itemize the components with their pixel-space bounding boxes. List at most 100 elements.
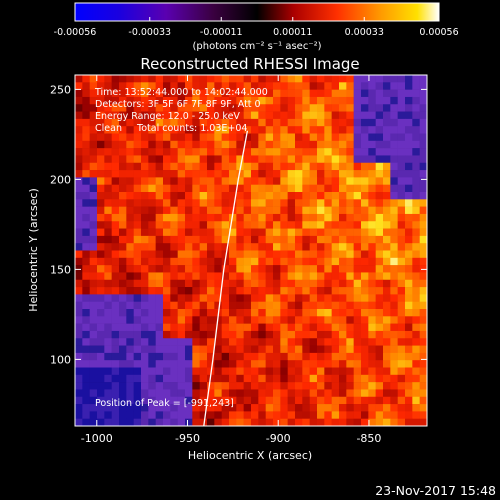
heatmap-cell <box>331 411 340 419</box>
heatmap-cell <box>390 316 398 324</box>
heatmap-cell <box>309 213 318 222</box>
heatmap-cell <box>119 221 127 229</box>
heatmap-cell <box>383 404 391 412</box>
heatmap-cell <box>258 206 266 215</box>
heatmap-cell <box>141 235 149 244</box>
heatmap-cell <box>75 228 83 237</box>
heatmap-cell <box>368 404 376 412</box>
heatmap-cell <box>89 96 98 105</box>
heatmap-cell <box>265 272 274 281</box>
heatmap-cell <box>82 199 90 207</box>
heatmap-cell <box>339 199 347 207</box>
heatmap-cell <box>199 301 208 310</box>
heatmap-cell <box>119 338 127 346</box>
heatmap-cell <box>221 338 230 346</box>
heatmap-cell <box>243 294 252 302</box>
heatmap-cell <box>309 316 318 324</box>
heatmap-cell <box>170 250 178 259</box>
heatmap-cell <box>324 367 332 376</box>
heatmap-cell <box>243 360 252 368</box>
heatmap-cell <box>185 265 193 273</box>
heatmap-cell <box>353 360 362 368</box>
heatmap-cell <box>104 279 112 288</box>
heatmap-cell <box>383 352 391 361</box>
heatmap-cell <box>229 309 237 317</box>
heatmap-cell <box>361 404 369 412</box>
heatmap-cell <box>302 309 310 317</box>
heatmap-cell <box>104 111 112 120</box>
heatmap-cell <box>199 418 208 427</box>
heatmap-cell <box>177 206 186 215</box>
heatmap-cell <box>375 309 384 317</box>
heatmap-cell <box>119 316 127 324</box>
heatmap-cell <box>287 199 296 207</box>
heatmap-cell <box>265 323 274 332</box>
heatmap-cell <box>126 352 134 361</box>
heatmap-cell <box>265 338 274 346</box>
heatmap-cell <box>236 140 244 149</box>
heatmap-cell <box>309 243 318 251</box>
heatmap-cell <box>192 367 200 376</box>
heatmap-cell <box>295 192 303 200</box>
heatmap-cell <box>111 104 120 112</box>
x-tick-label: -1000 <box>81 432 113 445</box>
heatmap-cell <box>287 360 296 368</box>
heatmap-cell <box>207 396 215 405</box>
heatmap-cell <box>302 177 310 185</box>
heatmap-cell <box>155 294 164 302</box>
heatmap-cell <box>397 213 406 222</box>
heatmap-cell <box>126 177 134 185</box>
heatmap-cell <box>207 213 215 222</box>
heatmap-cell <box>287 118 296 127</box>
heatmap-cell <box>97 345 105 354</box>
heatmap-cell <box>221 360 230 368</box>
heatmap-cell <box>89 389 98 398</box>
heatmap-cell <box>141 411 149 419</box>
heatmap-cell <box>375 170 384 178</box>
heatmap-cell <box>265 75 274 83</box>
heatmap-cell <box>346 111 354 120</box>
heatmap-cell <box>104 272 112 281</box>
heatmap-cell <box>163 279 171 288</box>
heatmap-cell <box>185 82 193 90</box>
heatmap-cell <box>207 338 215 346</box>
heatmap-cell <box>419 206 428 215</box>
heatmap-cell <box>207 301 215 310</box>
heatmap-cell <box>236 133 244 142</box>
heatmap-cell <box>141 170 149 178</box>
heatmap-cell <box>361 257 369 266</box>
heatmap-cell <box>111 360 120 368</box>
heatmap-cell <box>383 374 391 383</box>
heatmap-cell <box>82 221 90 229</box>
heatmap-cell <box>104 418 112 427</box>
heatmap-cell <box>412 287 420 295</box>
heatmap-cell <box>390 345 398 354</box>
heatmap-cell <box>119 301 127 310</box>
heatmap-cell <box>397 411 406 419</box>
heatmap-cell <box>302 411 310 419</box>
heatmap-cell <box>97 75 105 83</box>
heatmap-cell <box>192 140 200 149</box>
heatmap-cell <box>361 133 369 142</box>
heatmap-cell <box>405 184 413 193</box>
heatmap-cell <box>177 250 186 259</box>
heatmap-cell <box>397 75 406 83</box>
heatmap-cell <box>170 206 178 215</box>
heatmap-cell <box>243 89 252 98</box>
heatmap-cell <box>221 309 230 317</box>
heatmap-cell <box>207 184 215 193</box>
heatmap-cell <box>302 404 310 412</box>
heatmap-cell <box>221 133 230 142</box>
heatmap-cell <box>258 287 266 295</box>
heatmap-cell <box>265 126 274 134</box>
heatmap-cell <box>390 374 398 383</box>
heatmap-cell <box>251 111 259 120</box>
heatmap-cell <box>111 374 120 383</box>
heatmap-cell <box>339 367 347 376</box>
heatmap-cell <box>324 323 332 332</box>
heatmap-cell <box>89 352 98 361</box>
heatmap-cell <box>126 155 134 164</box>
heatmap-cell <box>163 338 171 346</box>
heatmap-cell <box>324 382 332 390</box>
heatmap-cell <box>214 330 222 339</box>
